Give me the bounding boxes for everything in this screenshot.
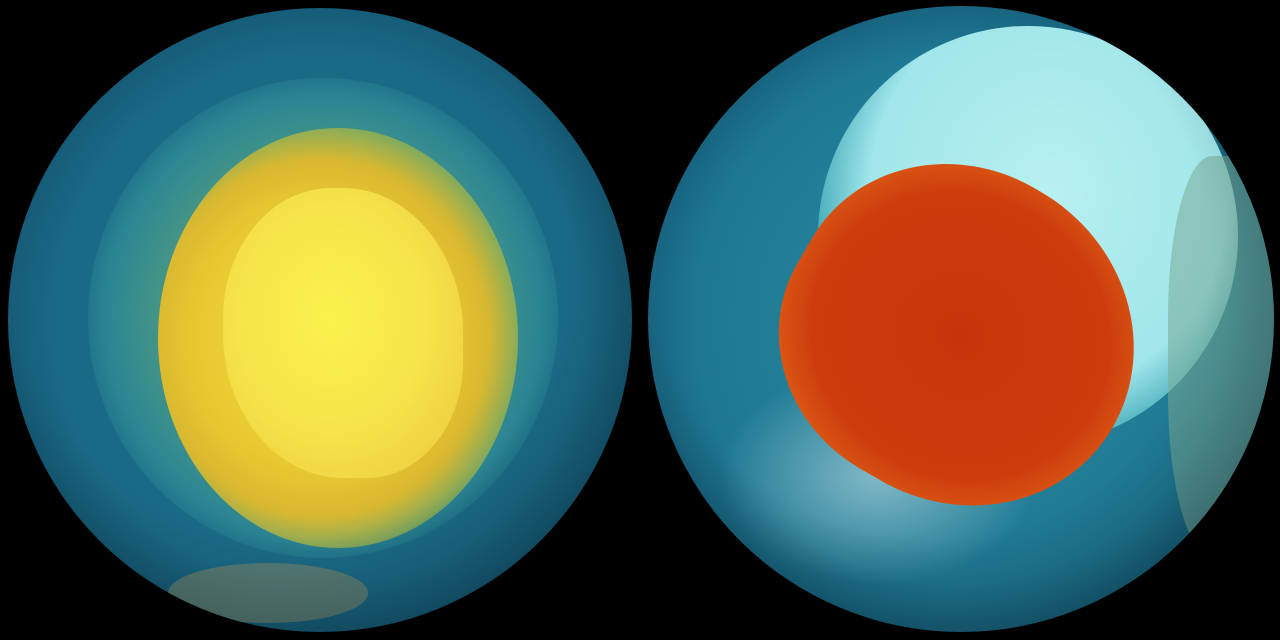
right-globe-shading — [648, 6, 1274, 632]
right-globe — [648, 6, 1274, 632]
right-globe-land — [1168, 156, 1274, 556]
left-globe-shading — [8, 8, 632, 632]
left-globe-core — [223, 188, 463, 478]
left-globe-land — [168, 563, 368, 623]
left-globe — [8, 8, 632, 632]
